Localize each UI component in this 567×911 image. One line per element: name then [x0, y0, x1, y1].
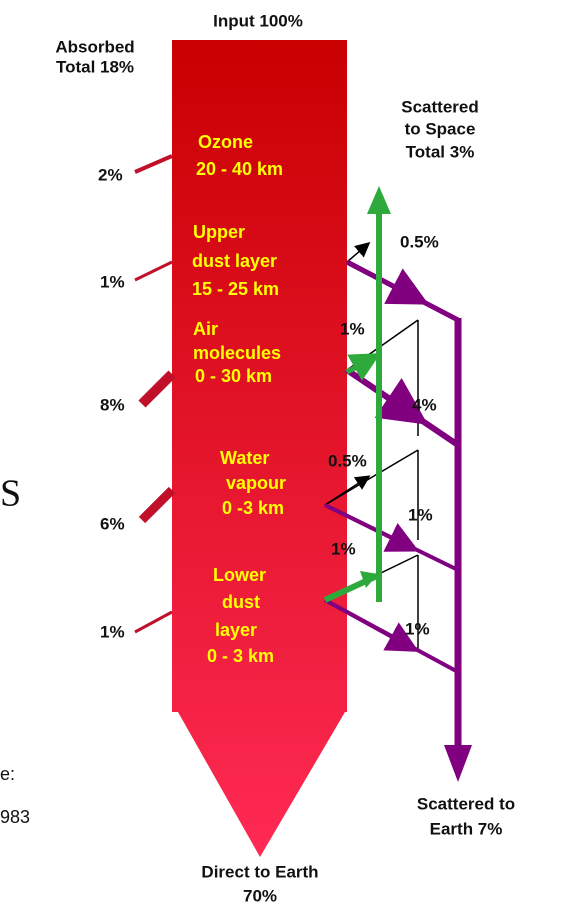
- absorption-slivers: [134, 154, 176, 634]
- to-earth-value: 4%: [412, 395, 437, 414]
- absorbed-value: 6%: [100, 514, 125, 533]
- layer-name: dust layer: [192, 251, 277, 271]
- layer-name: Lower: [213, 565, 266, 585]
- to-earth-value: 1%: [408, 505, 433, 524]
- earth-arrowhead: [444, 745, 472, 782]
- layer-name: 0 - 3 km: [207, 646, 274, 666]
- absorbed-value: 1%: [100, 622, 125, 641]
- to-earth-value: 1%: [405, 619, 430, 638]
- direct-arrow: [172, 40, 347, 857]
- edge-fragment: 983: [0, 807, 30, 827]
- to-space-value: 0.5%: [328, 451, 367, 470]
- to-space-value: 1%: [331, 539, 356, 558]
- layer-name: Ozone: [198, 132, 253, 152]
- space-arrowhead: [367, 186, 391, 214]
- green-arrowhead: [360, 571, 378, 588]
- layer-name: vapour: [226, 473, 286, 493]
- space-label: to Space: [405, 119, 476, 138]
- direct-label: Direct to Earth: [201, 862, 318, 881]
- direct-label: 70%: [243, 886, 277, 905]
- space-label: Total 3%: [406, 142, 475, 161]
- layer-name: layer: [215, 620, 257, 640]
- layer-name: 0 -3 km: [222, 498, 284, 518]
- absorbed-label: Total 18%: [56, 57, 134, 76]
- earth-label: Scattered to: [417, 794, 515, 813]
- layer-name: Upper: [193, 222, 245, 242]
- layer-name: dust: [222, 592, 260, 612]
- layer-name: Water: [220, 448, 269, 468]
- absorbed-value: 8%: [100, 395, 125, 414]
- absorbed-label: Absorbed: [55, 37, 134, 56]
- layer-name: Air: [193, 319, 218, 339]
- layer-name: 15 - 25 km: [192, 279, 279, 299]
- layer-name: 20 - 40 km: [196, 159, 283, 179]
- edge-fragment: e:: [0, 764, 15, 784]
- absorbed-value: 1%: [100, 272, 125, 291]
- edge-fragment: S: [0, 473, 21, 515]
- to-space-value: 0.5%: [400, 232, 439, 251]
- to-space-value: 1%: [340, 319, 365, 338]
- earth-label: Earth 7%: [430, 819, 503, 838]
- layer-name: 0 - 30 km: [195, 366, 272, 386]
- space-label: Scattered: [401, 97, 478, 116]
- input-label: Input 100%: [213, 11, 303, 30]
- layer-name: molecules: [193, 343, 281, 363]
- absorbed-value: 2%: [98, 165, 123, 184]
